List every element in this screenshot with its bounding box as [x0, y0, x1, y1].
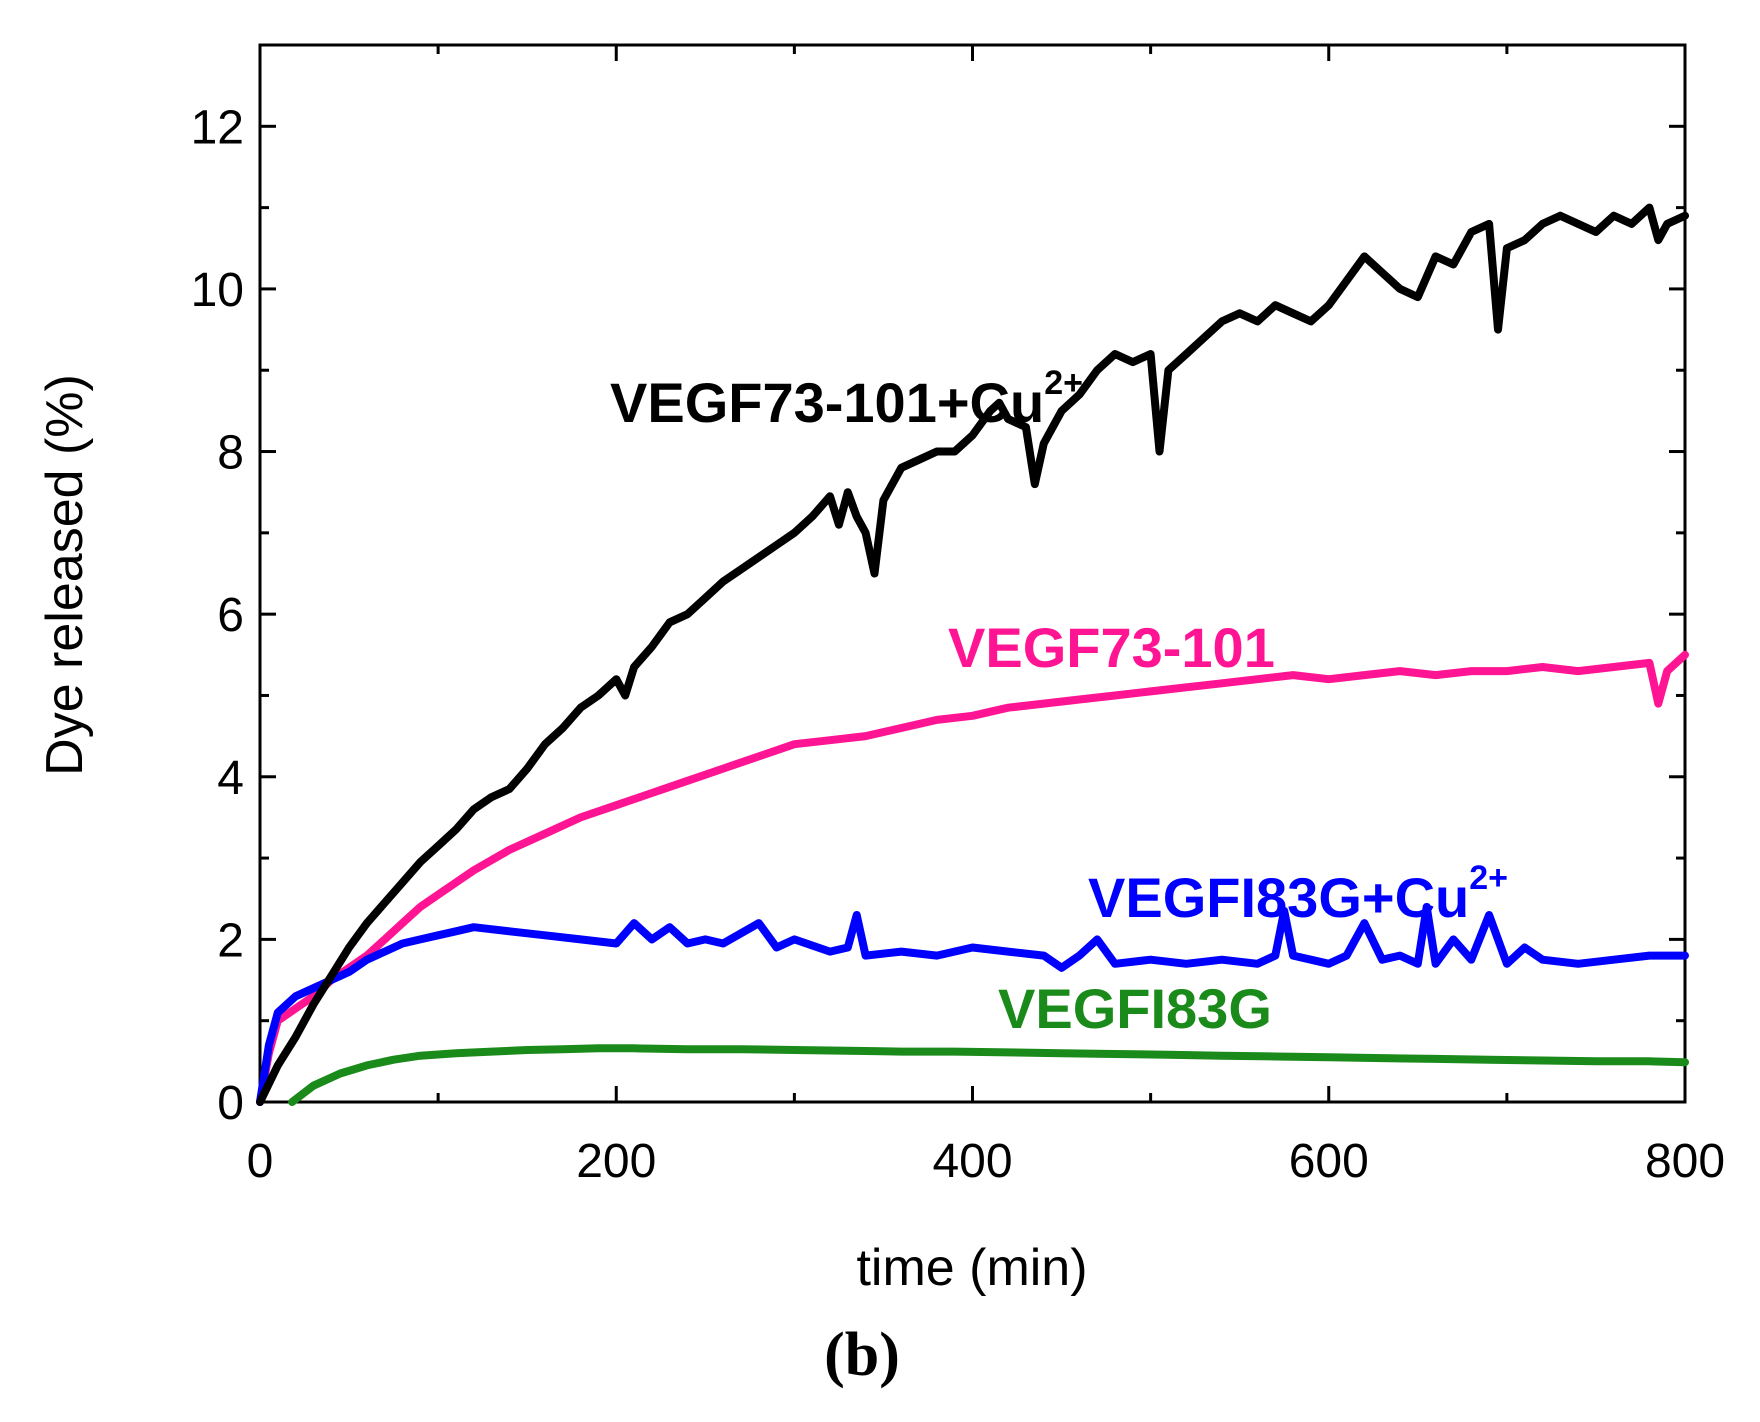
y-tick-label: 4: [217, 752, 244, 805]
x-tick-label: 600: [1289, 1135, 1369, 1188]
axis-ticks: 0 200 400 600 800 0 2 4 6 8 10 12: [191, 45, 1725, 1188]
x-axis-title: time (min): [856, 1239, 1087, 1297]
series-label-vegf73-101: VEGF73-101: [948, 616, 1275, 679]
x-tick-label: 0: [247, 1135, 274, 1188]
y-tick-label: 0: [217, 1077, 244, 1130]
panel-label: (b): [824, 1321, 900, 1389]
x-tick-label: 200: [576, 1135, 656, 1188]
y-tick-label: 2: [217, 914, 244, 967]
y-tick-label: 10: [191, 264, 244, 317]
y-tick-label: 6: [217, 589, 244, 642]
x-tick-label: 800: [1645, 1135, 1725, 1188]
y-tick-label: 12: [191, 101, 244, 154]
series-label-vegfi83g: VEGFI83G: [998, 977, 1272, 1040]
y-axis-title: Dye released (%): [36, 374, 94, 776]
series-line-vegfi83g: [288, 1044, 1689, 1106]
y-tick-label: 8: [217, 427, 244, 480]
series-line-vegf73-101: [256, 650, 1689, 1106]
series-label-vegfi83g-cu: VEGFI83G+Cu2+: [1088, 859, 1508, 929]
series-label-vegf73-101-cu: VEGF73-101+Cu2+: [610, 364, 1083, 434]
series-line-vegfi83g-cu: [256, 902, 1689, 1106]
series-line-vegf73-101-cu: [256, 203, 1689, 1106]
plot-frame: [258, 43, 1687, 1104]
x-tick-label: 400: [932, 1135, 1012, 1188]
series-lines: [256, 203, 1689, 1106]
